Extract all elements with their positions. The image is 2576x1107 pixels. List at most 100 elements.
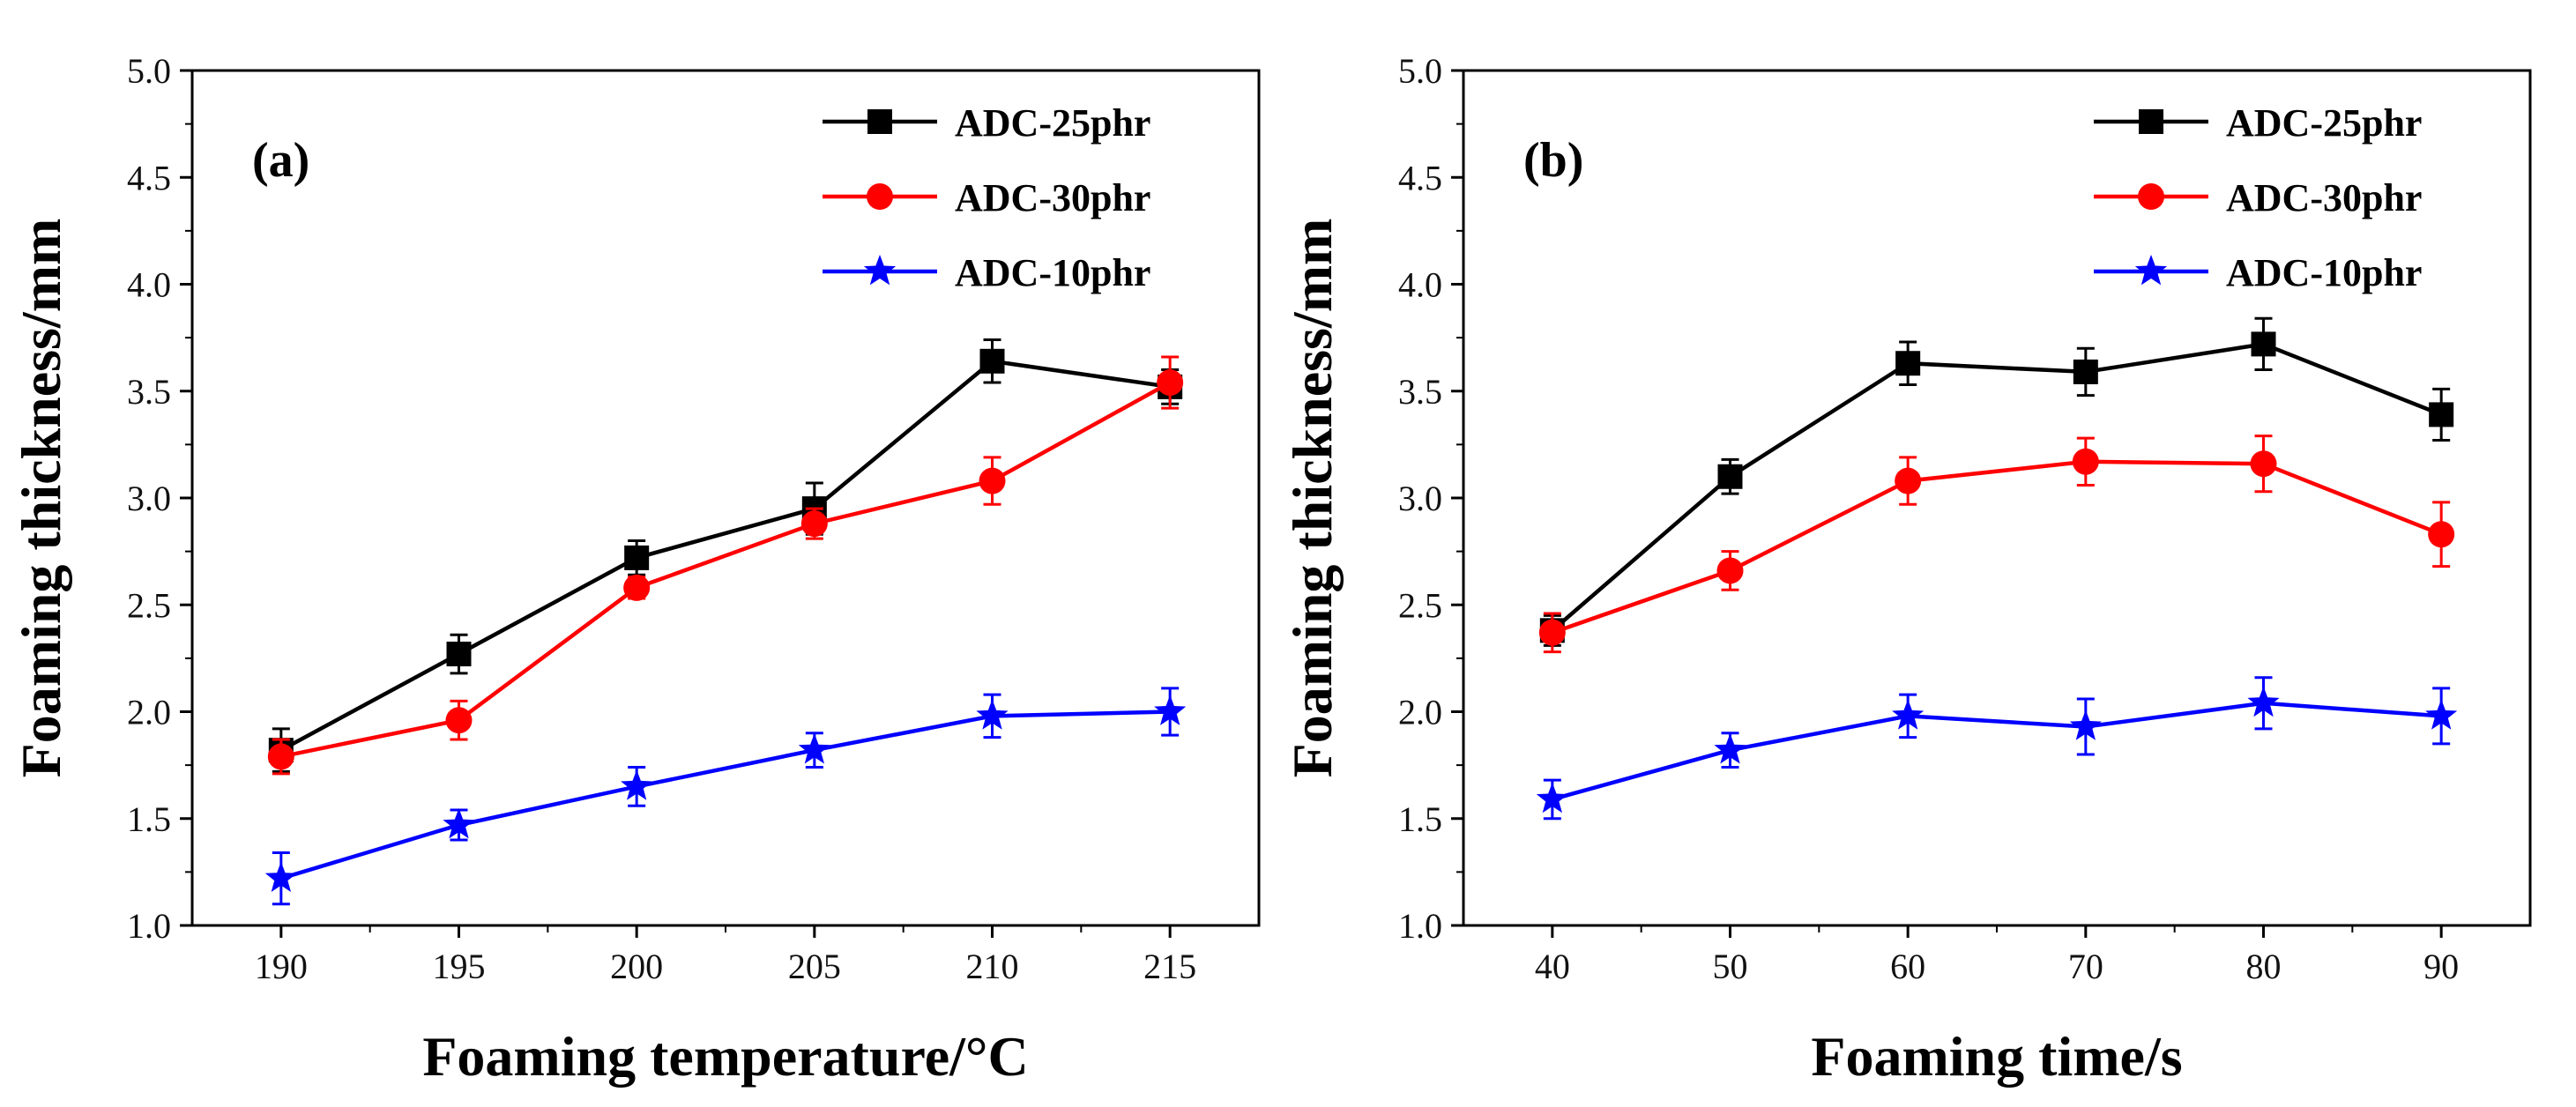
chart-a-y-tick-label: 1.5 <box>127 799 171 839</box>
legend-marker-sample <box>2138 183 2164 210</box>
chart-b-legend-entry: ADC-25phr <box>2094 101 2422 145</box>
chart-b-x-tick-label: 90 <box>2423 947 2459 986</box>
chart-b-legend-entry: ADC-10phr <box>2094 251 2422 294</box>
chart-a-data-point <box>1157 369 1184 397</box>
legend-label: ADC-25phr <box>2226 101 2422 145</box>
legend-marker-sample <box>2139 109 2163 134</box>
chart-a-y-tick-label: 5.0 <box>127 51 171 91</box>
chart-b-series-line <box>1552 701 2442 802</box>
legend-marker-sample <box>2134 255 2168 286</box>
chart-b-data-point <box>2250 450 2277 478</box>
chart-a-y-tick-label: 1.0 <box>127 906 171 946</box>
chart-a-data-point <box>624 545 650 570</box>
chart-a-data-point <box>623 574 651 601</box>
chart-a-y-tick-label: 2.0 <box>127 693 171 732</box>
chart-a-data-point <box>976 699 1009 730</box>
chart-b-legend: ADC-25phr ADC-30phr ADC-10phr <box>2094 101 2422 294</box>
legend-marker-sample <box>867 183 893 210</box>
chart-b-series-adc-30phr <box>1538 435 2455 654</box>
chart-b-series-adc-10phr <box>1536 676 2458 821</box>
chart-b-x-tick-label: 60 <box>1890 947 1925 986</box>
chart-a-data-point <box>800 510 828 538</box>
chart-a-y-tick-label: 4.0 <box>127 265 171 305</box>
chart-a-legend-entry: ADC-10phr <box>823 251 1150 294</box>
chart-a-y-tick-label: 4.5 <box>127 158 171 197</box>
chart-a-x-tick-label: 215 <box>1143 947 1196 986</box>
chart-a-data-point <box>979 348 1005 374</box>
legend-label: ADC-30phr <box>2226 176 2422 219</box>
chart-a-x-axis-title: Foaming temperature/°C <box>422 1025 1028 1088</box>
chart-a-data-point <box>264 861 297 892</box>
chart-b-series-line <box>1552 459 2443 635</box>
chart-a-data-point <box>267 743 294 770</box>
legend-label: ADC-10phr <box>955 251 1150 294</box>
chart-panel-b: 1.01.52.02.53.03.54.04.55.040 50 60 70 80 90 … <box>1281 51 2532 1088</box>
chart-b-marks <box>1536 316 2458 821</box>
chart-b-x-axis-title: Foaming time/s <box>1811 1025 2182 1088</box>
chart-a-legend-entry: ADC-30phr <box>823 176 1150 219</box>
chart-b-data-point <box>1716 557 1744 584</box>
legend-label: ADC-10phr <box>2226 251 2422 294</box>
chart-b-data-point <box>2073 359 2098 384</box>
chart-b-y-tick-label: 2.5 <box>1398 585 1442 625</box>
chart-a-axes: 1.0 1.5 2.0 2.5 3.0 3.5 4.0 4.5 5.0 190 195 200 205 2… <box>127 51 1196 986</box>
chart-a-legend: ADC-25phr ADC-30phr ADC-10phr <box>823 101 1150 294</box>
chart-b-data-point <box>2247 686 2280 717</box>
chart-b-data-point <box>1895 351 1921 376</box>
chart-a-series-adc-30phr <box>267 355 1184 776</box>
chart-a-y-tick-label: 3.0 <box>127 479 171 518</box>
chart-a-x-tick-label: 210 <box>966 947 1019 986</box>
chart-a-data-point <box>621 769 653 800</box>
chart-b-axes: 1.0 1.5 2.0 2.5 3.0 3.5 4.0 4.5 5.0 40 50 60 70 80 90 <box>1398 51 2459 986</box>
chart-a-data-point <box>979 467 1006 494</box>
chart-a-data-point <box>446 642 472 667</box>
chart-b-y-tick-label: 5.0 <box>1398 51 1442 91</box>
chart-b-y-tick-label: 3.5 <box>1398 372 1442 412</box>
chart-a-marks <box>264 338 1187 906</box>
chart-b-data-point <box>1714 733 1746 764</box>
chart-b-y-tick-label: 4.0 <box>1398 265 1442 305</box>
chart-b-data-point <box>2425 699 2458 730</box>
chart-b-data-point <box>2072 448 2099 475</box>
chart-b-data-point <box>1536 782 1568 814</box>
legend-label: ADC-25phr <box>955 101 1150 145</box>
chart-b-x-tick-label: 80 <box>2246 947 2282 986</box>
chart-a-y-tick-label: 2.5 <box>127 585 171 625</box>
chart-b-x-tick-label: 70 <box>2068 947 2103 986</box>
chart-b-data-point <box>2069 710 2102 740</box>
chart-a-x-tick-label: 195 <box>433 947 486 986</box>
chart-b-data-point <box>1717 464 1743 489</box>
chart-a-data-point <box>1154 695 1187 725</box>
chart-a-y-tick-label: 3.5 <box>127 372 171 412</box>
chart-a-series-line <box>280 710 1171 880</box>
chart-b-data-point <box>2429 402 2454 427</box>
chart-b-data-point <box>2251 331 2276 357</box>
chart-b-data-point <box>1895 467 1922 494</box>
chart-b-series-adc-25phr <box>1539 316 2454 647</box>
chart-b-y-tick-label: 2.0 <box>1398 693 1442 732</box>
chart-a-data-point <box>443 808 475 839</box>
chart-b-data-point <box>1892 699 1925 730</box>
chart-b-y-tick-label: 1.0 <box>1398 906 1442 946</box>
chart-panel-a: 1.0 1.5 2.0 2.5 3.0 3.5 4.0 4.5 5.0 190 195 200 205 2… <box>10 51 1261 1088</box>
chart-b-panel-label: (b) <box>1523 133 1583 188</box>
chart-a-x-tick-label: 205 <box>788 947 841 986</box>
chart-b-data-point <box>2428 521 2455 548</box>
chart-a-panel-label: (a) <box>252 133 309 188</box>
chart-a-x-tick-label: 200 <box>610 947 663 986</box>
chart-a-x-tick-label: 190 <box>255 947 308 986</box>
chart-b-x-tick-label: 50 <box>1713 947 1748 986</box>
chart-a-series-line <box>279 359 1171 753</box>
chart-a-series-adc-10phr <box>264 687 1187 906</box>
chart-b-y-tick-label: 4.5 <box>1398 158 1442 197</box>
chart-b-series-line <box>1551 342 2443 633</box>
chart-a-data-point <box>798 733 830 764</box>
chart-b-data-point <box>1538 619 1566 646</box>
chart-a-data-point <box>445 707 473 734</box>
chart-b-y-tick-label: 1.5 <box>1398 799 1442 839</box>
legend-marker-sample <box>867 109 892 134</box>
chart-b-legend-entry: ADC-30phr <box>2094 176 2422 219</box>
legend-marker-sample <box>863 255 897 286</box>
chart-a-series-line <box>280 381 1172 759</box>
